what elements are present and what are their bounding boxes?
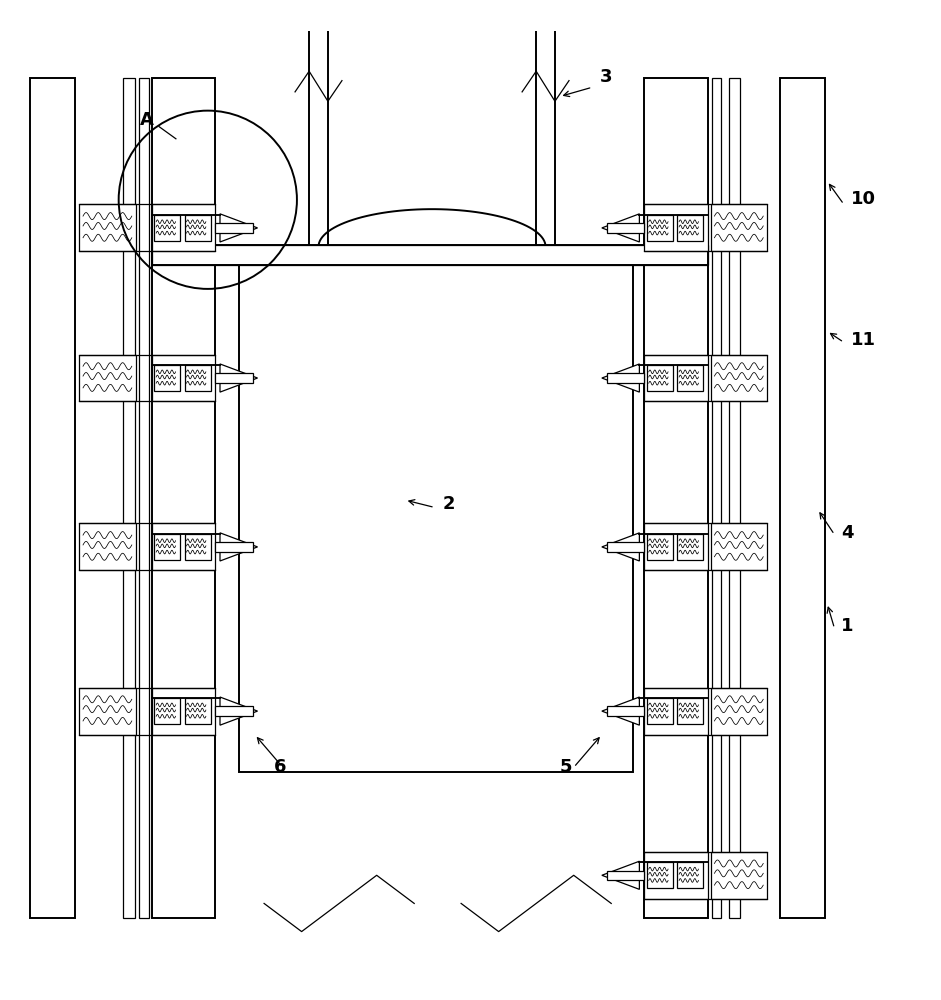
Bar (607, 223, 644, 233)
Bar (154, 215, 181, 241)
Bar (644, 78, 708, 918)
Bar (184, 698, 211, 724)
Text: 10: 10 (851, 190, 875, 208)
Bar (644, 852, 708, 899)
Bar (644, 523, 708, 570)
Bar (780, 78, 825, 918)
Bar (139, 78, 149, 918)
Text: 11: 11 (851, 331, 875, 349)
Bar (215, 373, 253, 383)
Bar (644, 78, 708, 918)
Polygon shape (220, 364, 258, 392)
Text: 4: 4 (841, 524, 853, 542)
Text: 6: 6 (274, 758, 286, 776)
Bar (79, 688, 136, 735)
Bar (644, 78, 708, 918)
Bar (29, 78, 74, 918)
Bar (152, 523, 215, 570)
Polygon shape (602, 533, 639, 561)
Bar (607, 542, 644, 552)
Bar (710, 852, 767, 899)
Bar (678, 215, 703, 241)
Bar (678, 862, 703, 888)
Bar (154, 534, 181, 560)
Bar (710, 355, 767, 401)
Text: A: A (140, 111, 154, 129)
Bar (215, 706, 253, 716)
Bar (710, 688, 767, 735)
Bar (780, 78, 825, 918)
Bar (152, 204, 215, 251)
Bar (215, 542, 253, 552)
Bar (644, 355, 708, 401)
Polygon shape (602, 861, 639, 889)
Bar (184, 534, 211, 560)
Bar (215, 223, 253, 233)
Bar (154, 698, 181, 724)
Bar (184, 215, 211, 241)
Bar (184, 365, 211, 391)
Bar (79, 355, 136, 401)
Polygon shape (220, 697, 258, 725)
Bar (123, 78, 135, 918)
Bar (646, 698, 673, 724)
Bar (678, 534, 703, 560)
Bar (152, 78, 215, 918)
Polygon shape (602, 364, 639, 392)
Polygon shape (602, 697, 639, 725)
Bar (678, 365, 703, 391)
Bar (644, 688, 708, 735)
Bar (646, 365, 673, 391)
Bar (29, 78, 74, 918)
Bar (239, 265, 632, 772)
Bar (139, 78, 149, 918)
Bar (646, 534, 673, 560)
Bar (607, 373, 644, 383)
Bar (780, 78, 825, 918)
Bar (728, 78, 740, 918)
Bar (152, 688, 215, 735)
Polygon shape (220, 533, 258, 561)
Bar (139, 78, 149, 918)
Bar (678, 698, 703, 724)
Bar (152, 355, 215, 401)
Polygon shape (602, 214, 639, 242)
Polygon shape (220, 214, 258, 242)
Bar (79, 204, 136, 251)
Bar (29, 78, 74, 918)
Bar (710, 204, 767, 251)
Text: 1: 1 (841, 617, 853, 635)
Bar (607, 706, 644, 716)
Text: 2: 2 (442, 495, 455, 513)
Text: 5: 5 (560, 758, 572, 776)
Text: 3: 3 (600, 68, 613, 86)
Bar (79, 523, 136, 570)
Bar (646, 215, 673, 241)
Bar (154, 365, 181, 391)
Bar (152, 245, 708, 265)
Bar (607, 871, 644, 880)
Bar (152, 78, 215, 918)
Bar (711, 78, 721, 918)
Bar (711, 78, 721, 918)
Bar (644, 204, 708, 251)
Bar (710, 523, 767, 570)
Bar (152, 78, 215, 918)
Bar (646, 862, 673, 888)
Bar (711, 78, 721, 918)
